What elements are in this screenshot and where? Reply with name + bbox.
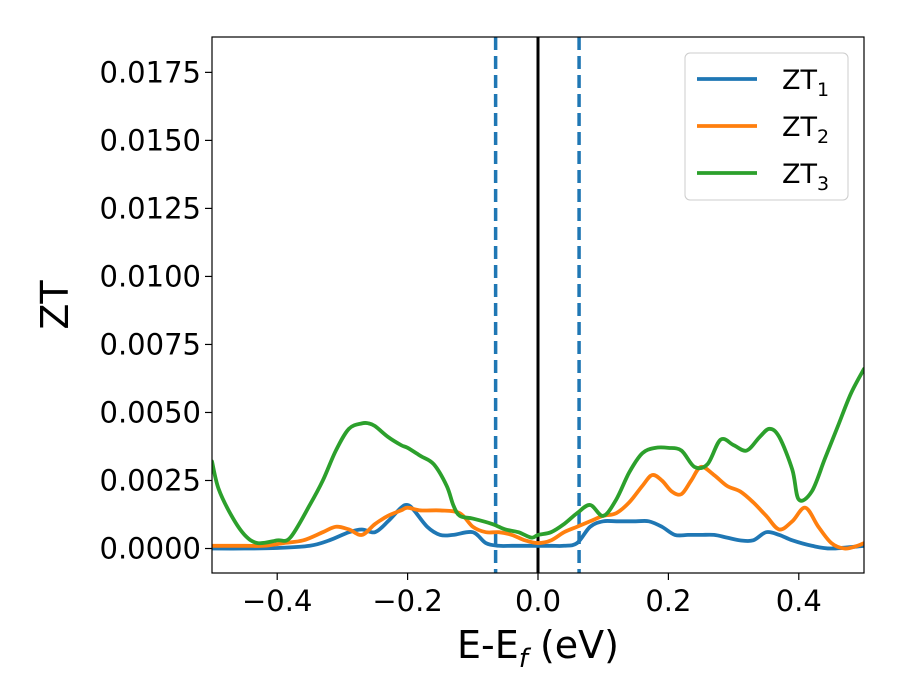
legend-label-main: ZT: [782, 112, 817, 143]
plot-area-frame: [211, 36, 865, 574]
y-tick-label: 0.0025: [100, 463, 201, 497]
legend-label-zt1: ZT1: [782, 65, 829, 101]
y-axis-ticks: 0.0000 0.0025 0.0050 0.0075 0.0100 0.0125 0.01…: [100, 55, 212, 566]
x-axis-ticks: −0.4 −0.2 0.0 0.2 0.4: [242, 573, 822, 618]
legend-label-main: ZT: [782, 159, 817, 190]
y-tick-label: 0.0075: [100, 327, 201, 361]
x-tick-label: 0.0: [515, 584, 561, 618]
reference-lines: [493, 37, 581, 573]
legend-label-zt3: ZT3: [782, 159, 829, 195]
legend-box: [684, 52, 849, 201]
legend-label-subscript: 1: [817, 79, 829, 101]
y-axis-label: ZT: [33, 280, 77, 330]
y-tick-label: 0.0100: [100, 259, 201, 293]
y-tick-label: 0.0150: [100, 123, 201, 157]
x-tick-label: −0.2: [372, 584, 442, 618]
x-tick-label: 0.4: [776, 584, 822, 618]
x-axis-label: E-Ef (eV): [457, 623, 619, 674]
y-tick-label: 0.0000: [100, 532, 201, 566]
legend-label-subscript: 3: [817, 173, 829, 195]
x-tick-label: −0.4: [242, 584, 312, 618]
y-tick-label: 0.0175: [100, 55, 201, 89]
x-axis-label-suffix: (eV): [528, 623, 619, 667]
series-line-zt2: [212, 464, 864, 551]
legend-label-zt2: ZT2: [782, 112, 829, 148]
legend-label-main: ZT: [782, 65, 817, 96]
series-line-zt3: [212, 367, 864, 546]
x-tick-label: 0.2: [645, 584, 691, 618]
series-line-zt1: [212, 502, 864, 551]
legend-label-subscript: 2: [817, 126, 829, 148]
series-lines: [212, 367, 864, 551]
y-tick-label: 0.0050: [100, 395, 201, 429]
x-axis-label-main: E-E: [457, 623, 519, 667]
y-tick-label: 0.0125: [100, 191, 201, 225]
